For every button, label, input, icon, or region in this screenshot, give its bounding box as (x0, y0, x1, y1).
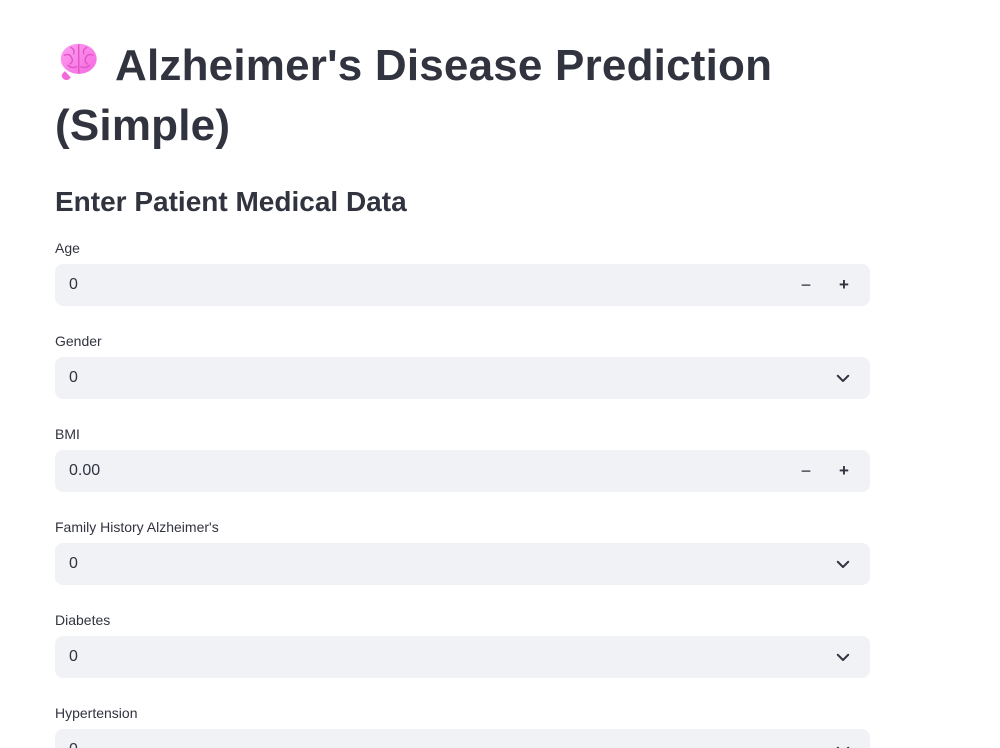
field-value: 0 (69, 368, 78, 386)
field-value: 0 (69, 275, 78, 293)
form-field: Diabetes 0 − + (55, 612, 870, 678)
field-label: Hypertension (55, 704, 138, 721)
app-container: Alzheimer's Disease Prediction (Simple) … (55, 0, 870, 748)
decrement-button[interactable]: − (792, 269, 820, 301)
select-input[interactable]: 0 − + (55, 542, 870, 585)
field-label: BMI (55, 425, 80, 442)
chevron-down-icon (832, 553, 854, 575)
number-stepper: − + (792, 455, 858, 487)
select-input[interactable]: 0 − + (55, 356, 870, 399)
field-label: Age (55, 239, 80, 256)
field-label: Diabetes (55, 611, 111, 628)
form-field: Family History Alzheimer's 0 − + (55, 519, 870, 585)
chevron-down-icon (832, 739, 854, 748)
number-stepper: − + (792, 269, 858, 301)
increment-button[interactable]: + (830, 455, 858, 487)
field-label: Gender (55, 332, 102, 349)
form-field: Hypertension 0 − + (55, 705, 870, 748)
form-field: Gender 0 − + (55, 333, 870, 399)
form-fields: Age 0 − + Gender 0 − + (55, 240, 870, 748)
section-heading: Enter Patient Medical Data (55, 185, 407, 217)
number-input[interactable]: 0.00 − + (55, 449, 870, 492)
chevron-down-icon (832, 367, 854, 389)
field-value: 0 (69, 554, 78, 572)
select-input[interactable]: 0 − + (55, 635, 870, 678)
decrement-button[interactable]: − (792, 455, 820, 487)
select-input[interactable]: 0 − + (55, 728, 870, 748)
page-title: Alzheimer's Disease Prediction (Simple) (55, 36, 870, 156)
form-field: BMI 0.00 − + (55, 426, 870, 492)
increment-button[interactable]: + (830, 269, 858, 301)
field-value: 0 (69, 741, 78, 748)
chevron-down-icon (832, 646, 854, 668)
page-title-text: Alzheimer's Disease Prediction (Simple) (55, 41, 773, 150)
field-label: Family History Alzheimer's (55, 518, 219, 535)
field-value: 0 (69, 647, 78, 665)
field-value: 0.00 (69, 461, 101, 479)
form-field: Age 0 − + (55, 240, 870, 306)
number-input[interactable]: 0 − + (55, 263, 870, 306)
brain-icon (55, 38, 101, 84)
